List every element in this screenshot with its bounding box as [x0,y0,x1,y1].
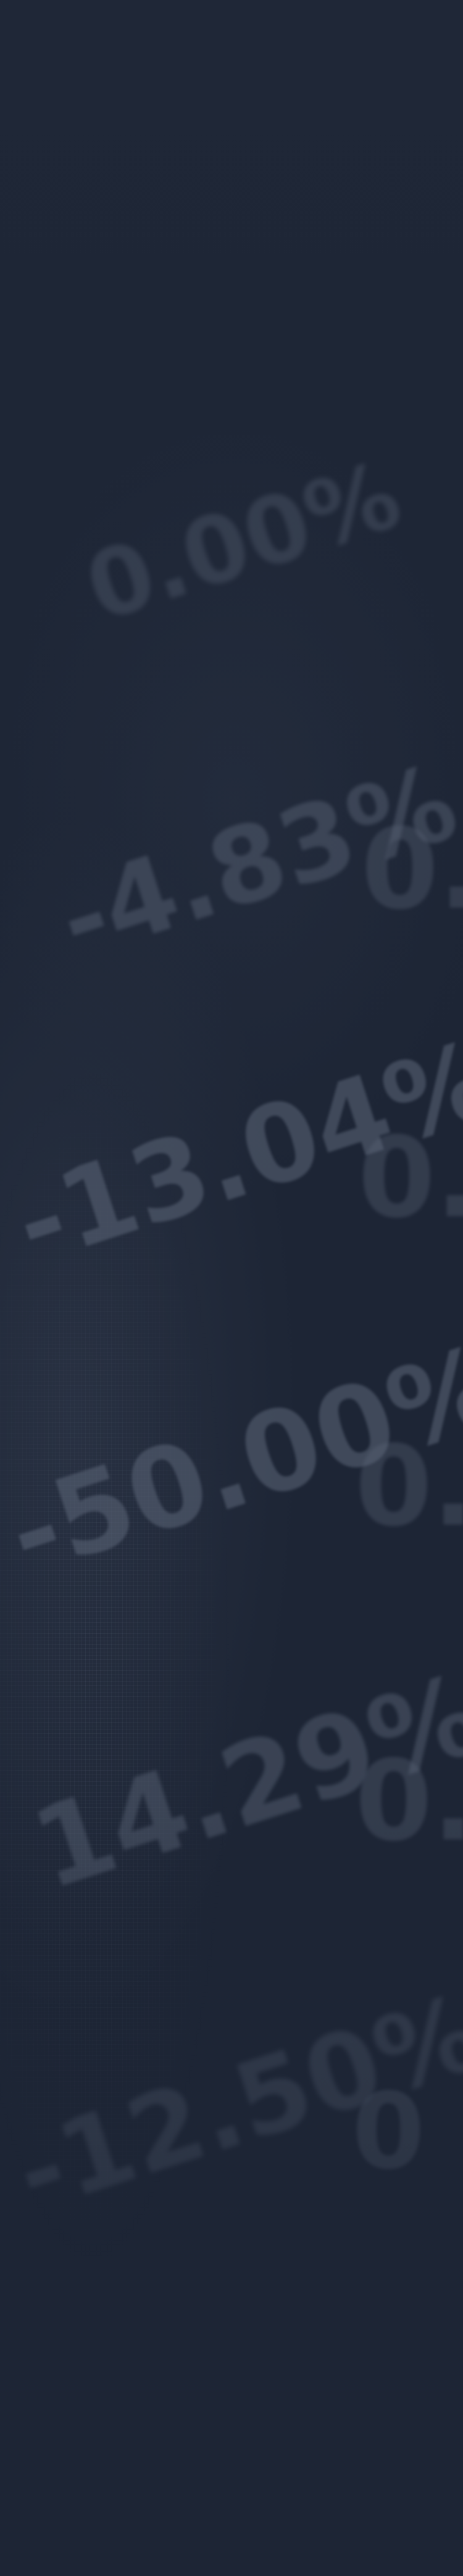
side-ticker-value: 0. [361,805,463,934]
side-ticker-value: 0. [358,1114,463,1243]
ticker-value: 0.00% [73,441,413,643]
side-ticker-value: 0 [352,2071,425,2193]
side-ticker-value: 0. [355,1422,463,1551]
side-ticker-value: 0. [355,1737,463,1866]
